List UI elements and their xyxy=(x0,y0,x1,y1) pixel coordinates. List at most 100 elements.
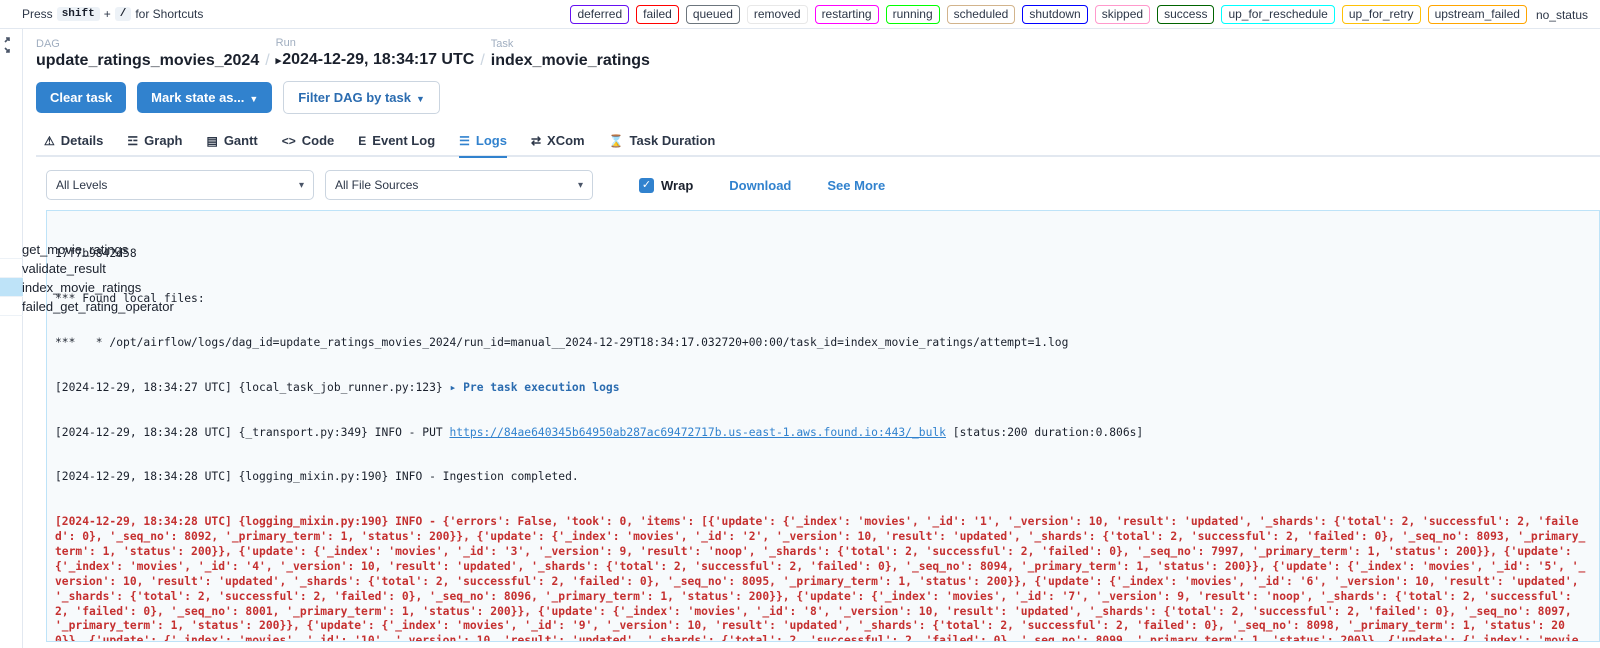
shortcut-key-slash: / xyxy=(115,7,132,21)
logs-icon: ☰ xyxy=(459,134,470,148)
status-chip-up-for-retry[interactable]: up_for_retry xyxy=(1342,5,1421,24)
mark-state-button[interactable]: Mark state as... ▼ xyxy=(137,82,272,113)
tab-label: Code xyxy=(302,133,335,148)
status-chip-shutdown[interactable]: shutdown xyxy=(1022,5,1087,24)
shortcut-plus: + xyxy=(104,7,111,21)
breadcrumb-run[interactable]: Run ▸2024-12-29, 18:34:17 UTC xyxy=(276,37,475,71)
task-duration-icon: ⌛ xyxy=(609,134,624,148)
breadcrumb-dag[interactable]: DAG update_ratings_movies_2024 xyxy=(36,38,259,71)
tab-label: Logs xyxy=(476,133,507,148)
log-filters: All Levels ▾ All File Sources ▾ ✓ Wrap D… xyxy=(46,170,1600,200)
tab-xcom[interactable]: ⇄ XCom xyxy=(531,125,585,156)
breadcrumb-separator-2: / xyxy=(480,52,484,71)
tab-logs[interactable]: ☰ Logs xyxy=(459,125,507,156)
pre-task-execution-toggle[interactable]: ▸ Pre task execution logs xyxy=(449,381,619,394)
status-chip-up-for-reschedule[interactable]: up_for_reschedule xyxy=(1221,5,1334,24)
log-transport-suffix: [status:200 duration:0.806s] xyxy=(946,426,1143,439)
detail-tabs: ⚠ Details ☲ Graph ▤ Gantt <> Code ὜E Event Log ☰ Lo… xyxy=(36,126,1600,157)
tab-label: Event Log xyxy=(372,133,435,148)
tab-label: Details xyxy=(61,133,104,148)
status-chip-restarting[interactable]: restarting xyxy=(815,5,879,24)
clear-task-button[interactable]: Clear task xyxy=(36,82,126,113)
status-chip-failed[interactable]: failed xyxy=(636,5,679,24)
status-chip-scheduled[interactable]: scheduled xyxy=(947,5,1016,24)
chevron-down-icon: ▼ xyxy=(249,94,258,104)
tab-task-duration[interactable]: ⌛ Task Duration xyxy=(609,125,716,156)
log-transport: [2024-12-29, 18:34:28 UTC] {_transport.p… xyxy=(55,426,1591,441)
status-chip-skipped[interactable]: skipped xyxy=(1095,5,1150,24)
chevron-down-icon: ▾ xyxy=(299,180,304,191)
log-level-select[interactable]: All Levels ▾ xyxy=(46,170,314,200)
breadcrumb-task-value: index_movie_ratings xyxy=(491,51,650,71)
breadcrumb-task-label: Task xyxy=(491,38,650,51)
file-source-value: All File Sources xyxy=(335,178,418,192)
warning-triangle-icon: ⚠ xyxy=(44,134,55,148)
log-bulk-url[interactable]: https://84ae640345b64950ab287ac69472717b… xyxy=(449,426,946,439)
log-found-local: *** Found local files: xyxy=(55,292,1591,307)
status-chip-running[interactable]: running xyxy=(886,5,940,24)
tab-label: XCom xyxy=(547,133,585,148)
breadcrumb-run-value: ▸2024-12-29, 18:34:17 UTC xyxy=(276,50,475,71)
graph-icon: ☲ xyxy=(127,134,138,148)
task-row-label: failed_get_rating_operator xyxy=(0,299,174,314)
shortcut-suffix: for Shortcuts xyxy=(135,7,203,21)
status-chip-success[interactable]: success xyxy=(1157,5,1214,24)
status-chip-upstream-failed[interactable]: upstream_failed xyxy=(1428,5,1527,24)
collapse-icon[interactable] xyxy=(0,37,10,53)
xcom-icon: ⇄ xyxy=(531,134,541,148)
tab-event-log[interactable]: ὜E Event Log xyxy=(358,125,435,156)
chevron-down-icon: ▾ xyxy=(578,180,583,191)
tab-gantt[interactable]: ▤ Gantt xyxy=(206,125,257,156)
event-log-icon: ὜E xyxy=(358,134,366,148)
log-line-id: 17f7b9842d58 xyxy=(55,247,1591,262)
task-row-label: get_movie_ratings xyxy=(0,242,128,257)
breadcrumb-task[interactable]: Task index_movie_ratings xyxy=(491,38,650,71)
log-pre-exec: [2024-12-29, 18:34:27 UTC] {local_task_j… xyxy=(55,381,1591,396)
shortcut-prefix: Press xyxy=(22,7,53,21)
tab-details[interactable]: ⚠ Details xyxy=(44,125,103,156)
log-bulk-response: [2024-12-29, 18:34:28 UTC] {logging_mixi… xyxy=(55,515,1591,642)
breadcrumb: DAG update_ratings_movies_2024 / Run ▸20… xyxy=(28,29,1600,71)
tab-code[interactable]: <> Code xyxy=(282,125,335,156)
tab-label: Task Duration xyxy=(630,133,716,148)
status-legend: deferred failed queued removed restarting run… xyxy=(570,0,1590,29)
filter-dag-label: Filter DAG by task xyxy=(298,90,411,105)
log-transport-prefix: [2024-12-29, 18:34:28 UTC] {_transport.p… xyxy=(55,426,449,439)
task-row-label: validate_result xyxy=(0,261,106,276)
grid-pane: Duration 00:13:26 00:06:43 00:00:00 Dec … xyxy=(0,29,23,648)
status-chip-queued[interactable]: queued xyxy=(686,5,740,24)
breadcrumb-run-label: Run xyxy=(276,37,475,50)
chevron-down-icon: ▼ xyxy=(416,94,425,104)
tab-graph[interactable]: ☲ Graph xyxy=(127,125,182,156)
task-row-label: index_movie_ratings xyxy=(0,280,141,295)
code-icon: <> xyxy=(282,134,296,148)
filter-dag-by-task-button[interactable]: Filter DAG by task ▼ xyxy=(283,81,440,114)
shortcut-key-shift: shift xyxy=(57,7,100,21)
breadcrumb-separator-1: / xyxy=(265,52,269,71)
log-pre-exec-prefix: [2024-12-29, 18:34:27 UTC] {local_task_j… xyxy=(55,381,449,394)
status-chip-removed[interactable]: removed xyxy=(747,5,808,24)
status-chip-no-status[interactable]: no_status xyxy=(1534,7,1590,23)
tab-label: Graph xyxy=(144,133,182,148)
shortcut-hint: Press shift + / for Shortcuts xyxy=(22,7,203,21)
breadcrumb-dag-label: DAG xyxy=(36,38,259,51)
download-link[interactable]: Download xyxy=(729,178,791,193)
wrap-toggle[interactable]: ✓ Wrap xyxy=(639,178,693,193)
log-ingestion: [2024-12-29, 18:34:28 UTC] {logging_mixi… xyxy=(55,470,1591,485)
wrap-checkbox[interactable]: ✓ xyxy=(639,178,654,193)
task-detail-pane: DAG update_ratings_movies_2024 / Run ▸20… xyxy=(23,29,1600,648)
file-source-select[interactable]: All File Sources ▾ xyxy=(325,170,593,200)
log-local-path: *** * /opt/airflow/logs/dag_id=update_ra… xyxy=(55,336,1591,351)
see-more-link[interactable]: See More xyxy=(827,178,885,193)
log-content[interactable]: 17f7b9842d58 *** Found local files: *** … xyxy=(46,210,1600,642)
main-split: Duration 00:13:26 00:06:43 00:00:00 Dec … xyxy=(0,29,1600,648)
status-chip-deferred[interactable]: deferred xyxy=(570,5,629,24)
mark-state-label: Mark state as... xyxy=(151,90,244,105)
breadcrumb-dag-value: update_ratings_movies_2024 xyxy=(36,51,259,71)
log-level-value: All Levels xyxy=(56,178,107,192)
gantt-icon: ▤ xyxy=(206,134,217,148)
task-actions: Clear task Mark state as... ▼ Filter DAG … xyxy=(28,71,1600,114)
run-caret-icon[interactable]: ▸ xyxy=(276,55,282,67)
top-shortcut-bar: Press shift + / for Shortcuts deferred fa… xyxy=(0,0,1600,29)
run-value-text: 2024-12-29, 18:34:17 UTC xyxy=(282,51,474,68)
